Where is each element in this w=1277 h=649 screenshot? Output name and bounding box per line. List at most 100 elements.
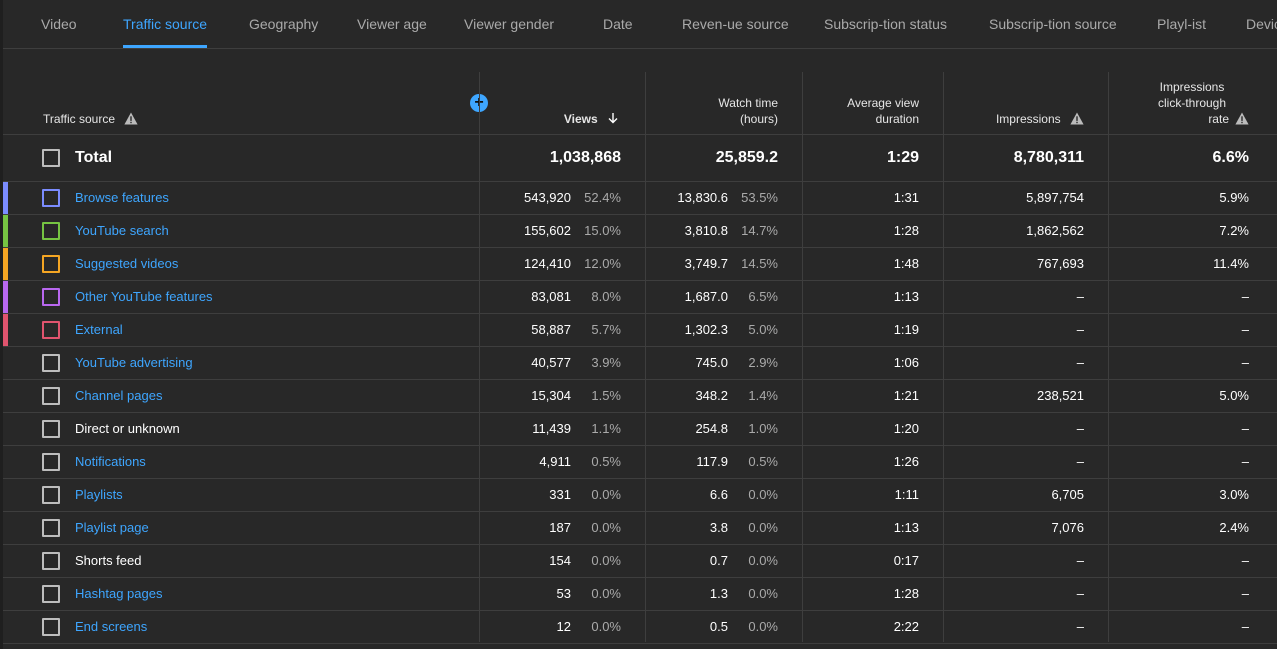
tab-device[interactable]: Devic xyxy=(1246,16,1277,32)
traffic-source-name[interactable]: Hashtag pages xyxy=(75,586,163,601)
views-percent: 8.0% xyxy=(591,289,621,304)
total-average-view-duration: 1:29 xyxy=(886,149,919,166)
tab-revenue-source[interactable]: Reven-ue source xyxy=(682,16,789,32)
views-percent: 5.7% xyxy=(591,322,621,337)
table-row: Channel pages 15,304 1.5% 348.2 1.4% 1:21 238,… xyxy=(3,380,1277,413)
impressions-value: 6,705 xyxy=(1051,487,1084,502)
watch-time-value: 348.2 xyxy=(695,388,728,403)
table-row: Other YouTube features 83,081 8.0% 1,687.0 6… xyxy=(3,281,1277,314)
column-divider xyxy=(802,72,803,642)
impressions-ctr-value: 3.0% xyxy=(1219,487,1249,502)
total-impressions-ctr: 6.6% xyxy=(1212,149,1249,166)
series-color-bar xyxy=(3,215,8,247)
impressions-ctr-value: – xyxy=(1241,355,1249,370)
row-checkbox[interactable] xyxy=(42,321,60,339)
watch-time-value: 1,687.0 xyxy=(684,289,728,304)
row-checkbox[interactable] xyxy=(42,453,60,471)
views-percent: 0.0% xyxy=(591,520,621,535)
tab-date[interactable]: Date xyxy=(603,16,633,32)
views-percent: 0.0% xyxy=(591,553,621,568)
row-checkbox[interactable] xyxy=(42,354,60,372)
row-checkbox[interactable] xyxy=(42,519,60,537)
table-row: End screens 12 0.0% 0.5 0.0% 2:22 – – xyxy=(3,611,1277,644)
views-value: 154 xyxy=(549,553,571,568)
impressions-ctr-value: – xyxy=(1241,586,1249,601)
row-checkbox[interactable] xyxy=(42,585,60,603)
tab-subscription-status[interactable]: Subscrip-tion status xyxy=(824,16,947,32)
impressions-value: – xyxy=(1076,454,1084,469)
row-checkbox[interactable] xyxy=(42,552,60,570)
table-header: Traffic source Views Watch time (hours) A… xyxy=(3,72,1277,135)
impressions-ctr-value: – xyxy=(1241,619,1249,634)
watch-time-value: 13,830.6 xyxy=(677,190,728,205)
header-watch-time[interactable]: Watch time (hours) xyxy=(718,96,778,126)
column-divider xyxy=(1108,72,1109,642)
average-view-duration-value: 1:21 xyxy=(893,388,919,403)
watch-time-value: 1.3 xyxy=(709,586,728,601)
header-views[interactable]: Views xyxy=(483,111,619,127)
watch-time-value: 3,810.8 xyxy=(684,223,728,238)
tab-viewer-gender[interactable]: Viewer gender xyxy=(464,16,555,32)
table-row-total: Total 1,038,868 25,859.2 1:29 8,780,311 6.6% xyxy=(3,135,1277,182)
traffic-source-name[interactable]: YouTube search xyxy=(75,223,169,238)
views-percent: 52.4% xyxy=(584,190,621,205)
table-row: External 58,887 5.7% 1,302.3 5.0% 1:19 – – xyxy=(3,314,1277,347)
views-percent: 0.5% xyxy=(591,454,621,469)
total-watch-time: 25,859.2 xyxy=(715,149,778,166)
impressions-value: 767,693 xyxy=(1037,256,1084,271)
tab-geography[interactable]: Geography xyxy=(249,16,319,32)
traffic-source-name[interactable]: Browse features xyxy=(75,190,169,205)
average-view-duration-value: 1:19 xyxy=(893,322,919,337)
watch-time-value: 254.8 xyxy=(695,421,728,436)
row-checkbox[interactable] xyxy=(42,189,60,207)
watch-time-value: 6.6 xyxy=(709,487,728,502)
tab-video[interactable]: Video xyxy=(41,16,77,32)
table-row: Shorts feed 154 0.0% 0.7 0.0% 0:17 – – xyxy=(3,545,1277,578)
views-value: 124,410 xyxy=(524,256,571,271)
header-impressions[interactable]: Impressions xyxy=(944,111,1084,127)
watch-time-percent: 14.7% xyxy=(741,223,778,238)
tab-traffic-source[interactable]: Traffic source xyxy=(123,0,208,48)
row-checkbox[interactable] xyxy=(42,618,60,636)
watch-time-value: 3,749.7 xyxy=(684,256,728,271)
views-value: 53 xyxy=(556,586,571,601)
traffic-source-name[interactable]: Other YouTube features xyxy=(75,289,213,304)
impressions-value: – xyxy=(1076,586,1084,601)
traffic-source-name[interactable]: End screens xyxy=(75,619,148,634)
row-checkbox[interactable] xyxy=(42,486,60,504)
header-impressions-ctr[interactable]: Impressions click-through rate xyxy=(1109,79,1249,127)
watch-time-percent: 14.5% xyxy=(741,256,778,271)
impressions-ctr-value: – xyxy=(1241,322,1249,337)
arrow-down-icon xyxy=(608,113,618,124)
tab-subscription-source[interactable]: Subscrip-tion source xyxy=(989,16,1117,32)
impressions-ctr-value: 5.9% xyxy=(1219,190,1249,205)
row-checkbox[interactable] xyxy=(42,222,60,240)
watch-time-percent: 0.0% xyxy=(748,553,778,568)
watch-time-percent: 5.0% xyxy=(748,322,778,337)
row-checkbox[interactable] xyxy=(42,387,60,405)
select-all-checkbox[interactable] xyxy=(42,149,60,167)
impressions-ctr-value: 2.4% xyxy=(1219,520,1249,535)
table-row: Notifications 4,911 0.5% 117.9 0.5% 1:26 – – xyxy=(3,446,1277,479)
views-percent: 12.0% xyxy=(584,256,621,271)
warning-icon xyxy=(124,112,138,125)
traffic-source-name[interactable]: YouTube advertising xyxy=(75,355,193,370)
row-checkbox[interactable] xyxy=(42,255,60,273)
views-value: 187 xyxy=(549,520,571,535)
row-checkbox[interactable] xyxy=(42,288,60,306)
impressions-ctr-value: 5.0% xyxy=(1219,388,1249,403)
traffic-source-name[interactable]: Channel pages xyxy=(75,388,163,403)
analytics-table-panel: Video Traffic source Geography Viewer ag… xyxy=(3,0,1277,649)
traffic-source-name[interactable]: External xyxy=(75,322,123,337)
header-average-view-duration[interactable]: Average view duration xyxy=(847,96,919,126)
table-row: Suggested videos 124,410 12.0% 3,749.7 14.5%… xyxy=(3,248,1277,281)
tab-playlist[interactable]: Playl-ist xyxy=(1157,16,1207,32)
views-value: 83,081 xyxy=(531,289,571,304)
traffic-source-name[interactable]: Playlist page xyxy=(75,520,149,535)
traffic-source-name[interactable]: Playlists xyxy=(75,487,123,502)
watch-time-value: 3.8 xyxy=(709,520,728,535)
tab-viewer-age[interactable]: Viewer age xyxy=(357,16,427,32)
traffic-source-name[interactable]: Suggested videos xyxy=(75,256,179,271)
traffic-source-name[interactable]: Notifications xyxy=(75,454,146,469)
row-checkbox[interactable] xyxy=(42,420,60,438)
